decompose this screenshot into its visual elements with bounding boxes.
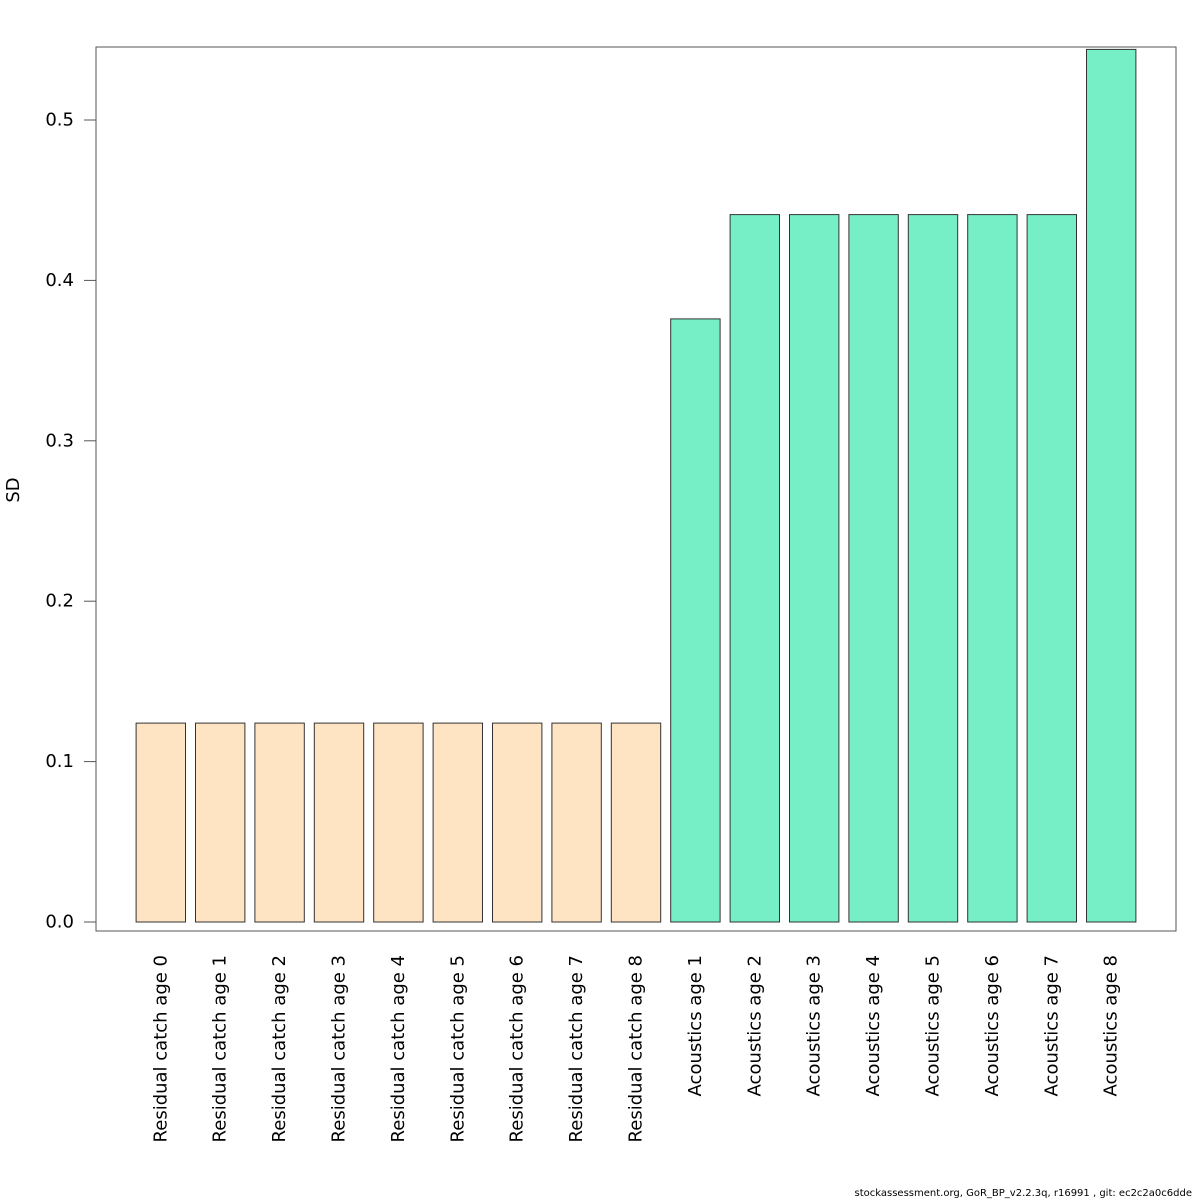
x-axis-labels: Residual catch age 0 Residual catch age 1… [150, 955, 1121, 1142]
x-tick-label: Residual catch age 2 [269, 955, 290, 1142]
x-tick-label: Acoustics age 5 [923, 955, 944, 1096]
bar-8 [551, 722, 602, 923]
y-tick-label: 0.0 [45, 912, 74, 933]
bar-15 [967, 214, 1018, 923]
bar-14 [907, 214, 959, 923]
y-tick-label: 0.1 [45, 751, 74, 772]
x-tick-label: Acoustics age 1 [685, 955, 706, 1096]
x-tick-label: Acoustics age 4 [863, 955, 884, 1096]
bar-13 [848, 214, 899, 923]
bar-4 [313, 722, 365, 923]
bar-3 [254, 722, 305, 923]
x-tick-label: Acoustics age 2 [744, 955, 765, 1096]
x-tick-label: Acoustics age 3 [804, 955, 825, 1096]
y-tick-label: 0.3 [45, 430, 74, 451]
footer-credit: stockassessment.org, GoR_BP_v2.2.3q, r16… [855, 1188, 1192, 1199]
y-tick-label: 0.4 [45, 270, 74, 291]
y-tick-label: 0.2 [45, 591, 74, 612]
x-tick-label: Residual catch age 8 [626, 955, 647, 1142]
bar-9 [610, 722, 662, 923]
bar-6 [432, 722, 484, 923]
bar-2 [195, 722, 246, 923]
x-tick-label: Residual catch age 6 [507, 955, 528, 1142]
bars-group [135, 48, 1137, 923]
x-tick-label: Residual catch age 7 [566, 955, 587, 1142]
bar-17 [1086, 48, 1137, 923]
bar-1 [135, 722, 187, 923]
bar-5 [373, 722, 424, 923]
bar-10 [670, 318, 721, 923]
x-tick-label: Residual catch age 5 [447, 955, 468, 1142]
x-tick-label: Acoustics age 7 [1041, 955, 1062, 1096]
x-tick-label: Residual catch age 3 [329, 955, 350, 1142]
x-tick-label: Residual catch age 1 [210, 955, 231, 1142]
x-tick-label: Acoustics age 8 [1101, 955, 1122, 1096]
bar-11 [729, 214, 780, 923]
x-tick-label: Residual catch age 4 [388, 955, 409, 1142]
bar-7 [492, 722, 543, 923]
bar-16 [1026, 214, 1077, 923]
y-tick-label: 0.5 [45, 110, 74, 131]
y-axis: 0.0 0.1 0.2 0.3 0.4 0.5 [45, 110, 97, 933]
x-tick-label: Residual catch age 0 [150, 955, 171, 1142]
y-axis-title: SD [3, 477, 24, 502]
bar-12 [789, 214, 840, 923]
x-tick-label: Acoustics age 6 [982, 955, 1003, 1096]
